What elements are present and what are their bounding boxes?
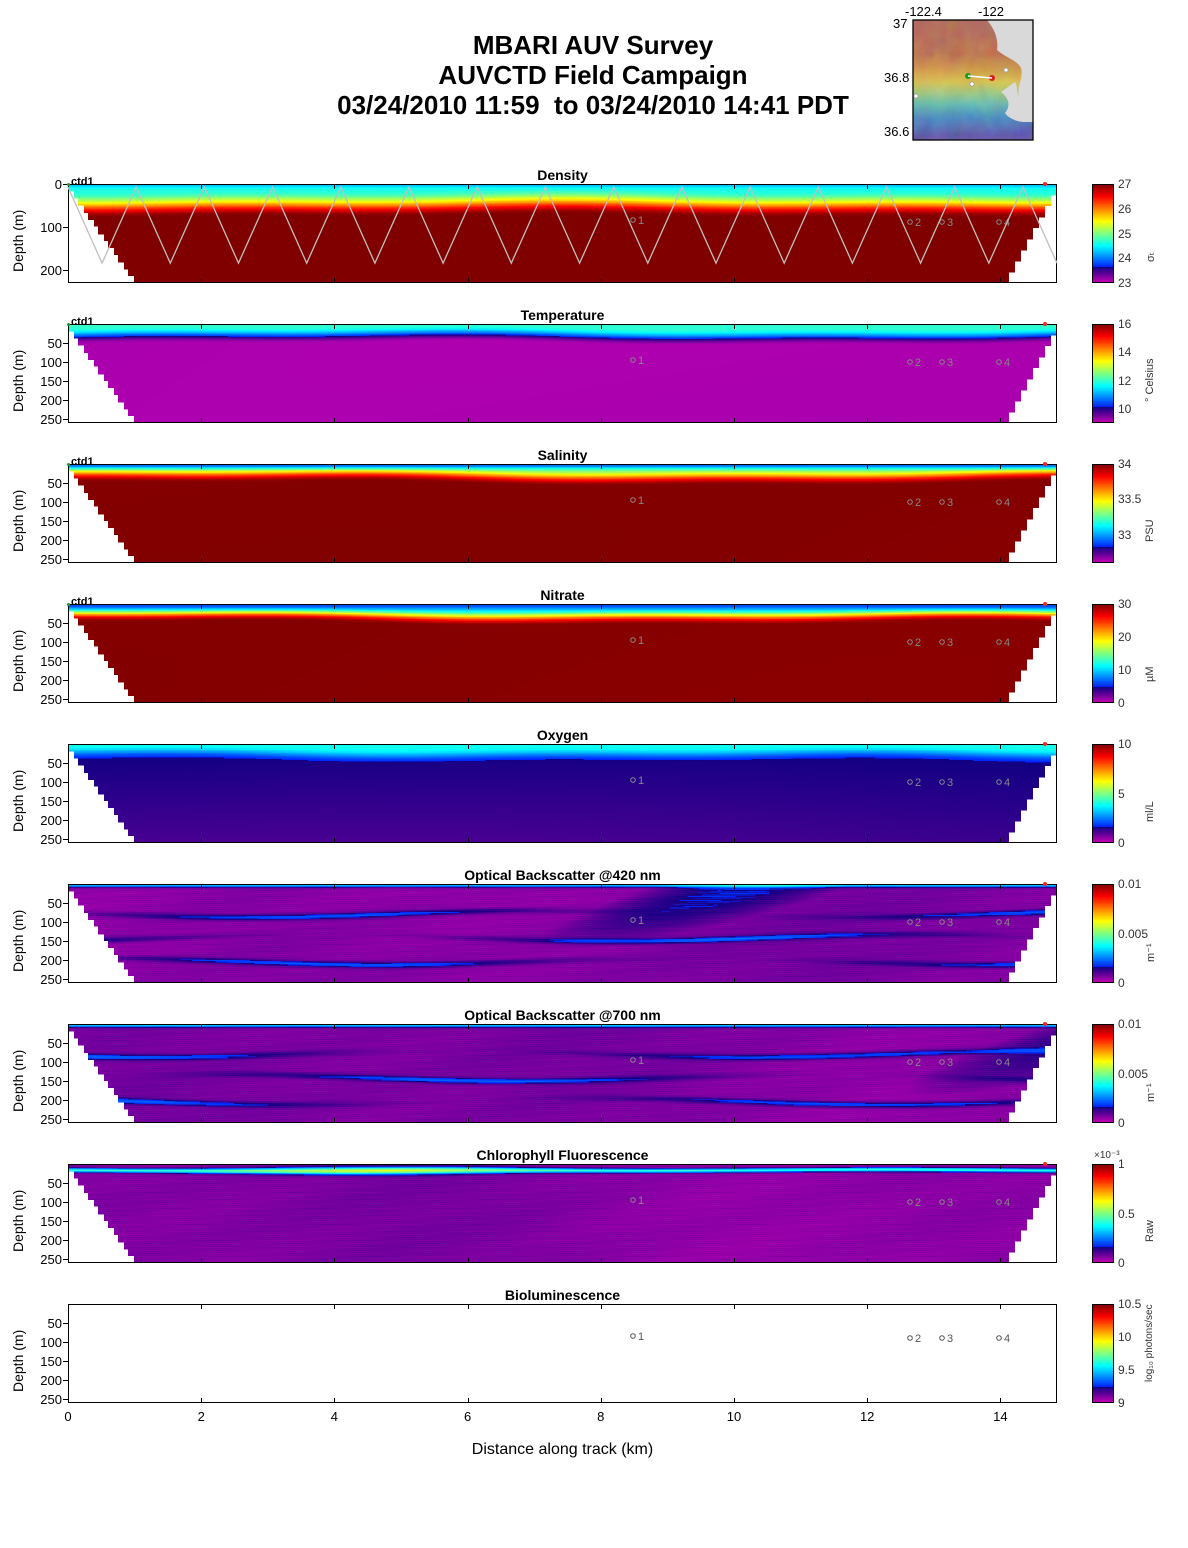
svg-text:2: 2 (915, 357, 921, 369)
svg-text:4: 4 (1004, 637, 1010, 649)
svg-text:3: 3 (947, 777, 953, 789)
svg-text:3: 3 (947, 1057, 953, 1069)
svg-text:1: 1 (638, 915, 644, 927)
svg-text:1: 1 (638, 1195, 644, 1207)
svg-text:2: 2 (915, 497, 921, 509)
svg-text:3: 3 (947, 917, 953, 929)
svg-text:4: 4 (1004, 1057, 1010, 1069)
svg-text:3: 3 (947, 357, 953, 369)
svg-text:1: 1 (638, 355, 644, 367)
svg-text:3: 3 (947, 1197, 953, 1209)
svg-text:3: 3 (947, 637, 953, 649)
svg-text:4: 4 (1004, 497, 1010, 509)
svg-text:2: 2 (915, 777, 921, 789)
svg-text:4: 4 (1004, 777, 1010, 789)
svg-text:1: 1 (638, 635, 644, 647)
svg-text:3: 3 (947, 1333, 953, 1345)
svg-text:2: 2 (915, 1333, 921, 1345)
svg-text:4: 4 (1004, 357, 1010, 369)
svg-text:1: 1 (638, 1055, 644, 1067)
svg-text:2: 2 (915, 1197, 921, 1209)
svg-text:4: 4 (1004, 1197, 1010, 1209)
svg-text:1: 1 (638, 495, 644, 507)
svg-text:2: 2 (915, 637, 921, 649)
svg-text:3: 3 (947, 497, 953, 509)
svg-text:2: 2 (915, 1057, 921, 1069)
svg-text:4: 4 (1004, 917, 1010, 929)
svg-text:2: 2 (915, 917, 921, 929)
svg-text:1: 1 (638, 1331, 644, 1343)
svg-text:1: 1 (638, 775, 644, 787)
svg-text:4: 4 (1004, 1333, 1010, 1345)
